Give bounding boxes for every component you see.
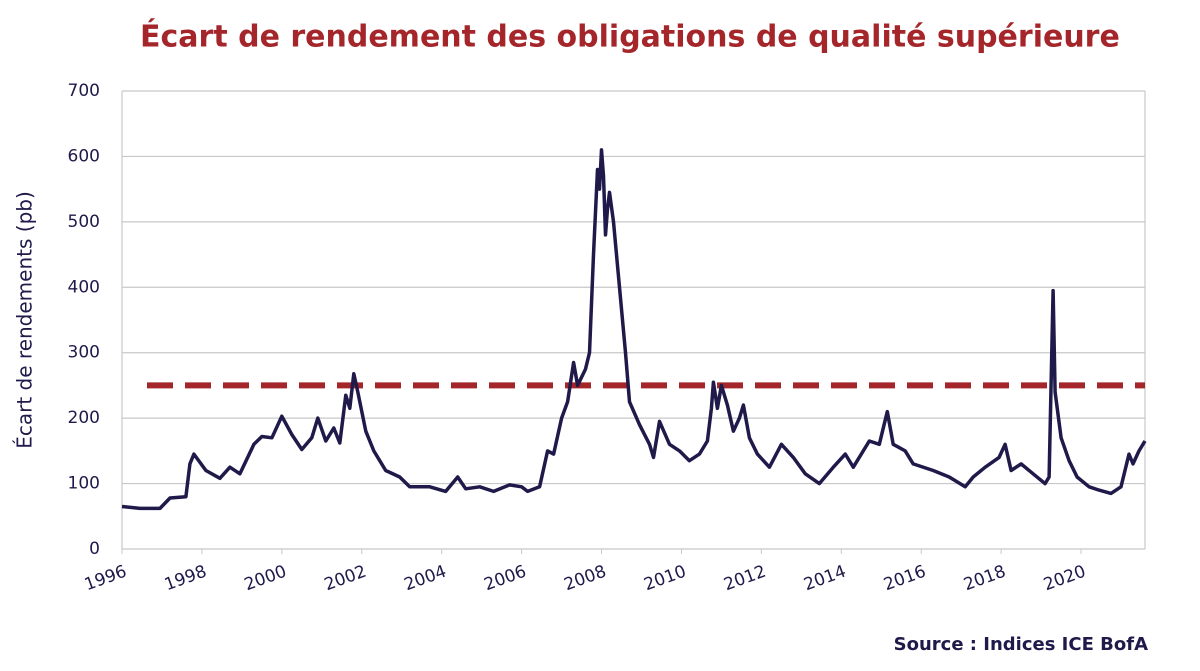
y-axis-label: Écart de rendements (pb) (13, 191, 37, 449)
x-tick-label: 2014 (801, 562, 848, 596)
y-tick-label: 600 (68, 146, 100, 166)
y-tick-label: 400 (68, 277, 100, 297)
y-tick-label: 500 (68, 212, 100, 232)
x-tick-label: 2000 (242, 562, 289, 596)
source-note: Source : Indices ICE BofA (894, 634, 1148, 655)
series-line (121, 148, 1147, 511)
chart-title: Écart de rendement des obligations de qu… (140, 19, 1120, 55)
x-tick-label: 2004 (402, 562, 449, 596)
y-tick-label: 200 (68, 408, 100, 428)
y-tick-label: 0 (89, 539, 100, 559)
x-tick-label: 2006 (482, 562, 529, 596)
x-tick-label: 2002 (322, 562, 369, 596)
x-tick-label: 2008 (561, 562, 608, 596)
x-tick-label: 1996 (82, 562, 129, 596)
x-tick-label: 1998 (162, 562, 209, 596)
x-tick-label: 2018 (961, 562, 1008, 596)
x-tick-label: 2010 (641, 562, 688, 596)
y-tick-label: 100 (68, 474, 100, 494)
y-tick-label: 300 (68, 343, 100, 363)
x-tick-label: 2016 (881, 562, 928, 596)
y-tick-label: 700 (68, 81, 100, 101)
x-tick-label: 2020 (1041, 562, 1088, 596)
x-tick-label: 2012 (721, 562, 768, 596)
